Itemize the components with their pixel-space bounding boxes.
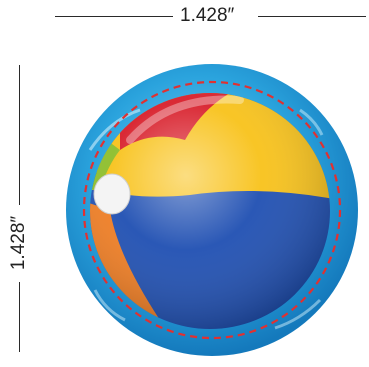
height-dimension-line-top: [19, 65, 20, 205]
width-dimension-line-left: [55, 16, 173, 17]
width-dimension-line-right: [258, 16, 366, 17]
height-dimension-line-bottom: [19, 282, 20, 352]
ball-valve-cap: [93, 173, 131, 215]
width-dimension-label: 1.428″: [180, 5, 235, 27]
cut-line: [82, 80, 342, 340]
